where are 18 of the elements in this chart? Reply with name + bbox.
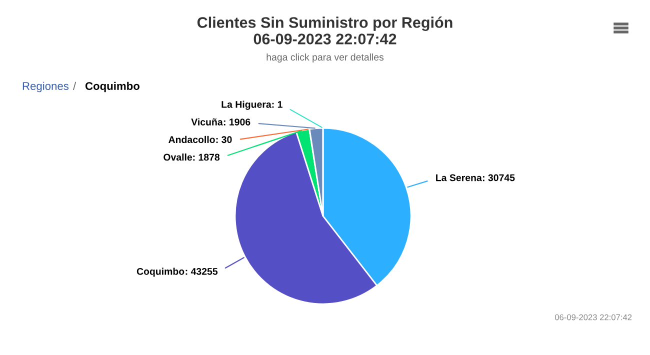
slice-label: Ovalle [164,154,192,161]
slice-label: Vicuña [191,118,223,126]
text: / [73,82,76,90]
slice-label: Coquimbo [136,268,184,277]
slice-label: Andacollo [168,136,215,144]
data-label: : 1 [272,101,282,108]
slice-label: La Higuera [222,100,272,110]
chart-subtitle: haga click para ver detalles [266,53,384,63]
data-label: : 1878 [193,154,220,161]
chart-title: Clientes Sin Suministro por Región 06-09-2023 22:07:42 [197,16,452,44]
slice-label: La Serena [436,174,482,182]
data-label: : 43255 [186,268,218,275]
text: Regiones [22,82,69,92]
data-label: : 30745 [482,174,515,182]
data-label: : 30 [216,136,232,144]
text: Coquimbo [85,82,140,92]
text: 06-09-2023 22:07:42 [554,314,632,320]
data-label: : 1906 [224,118,250,126]
